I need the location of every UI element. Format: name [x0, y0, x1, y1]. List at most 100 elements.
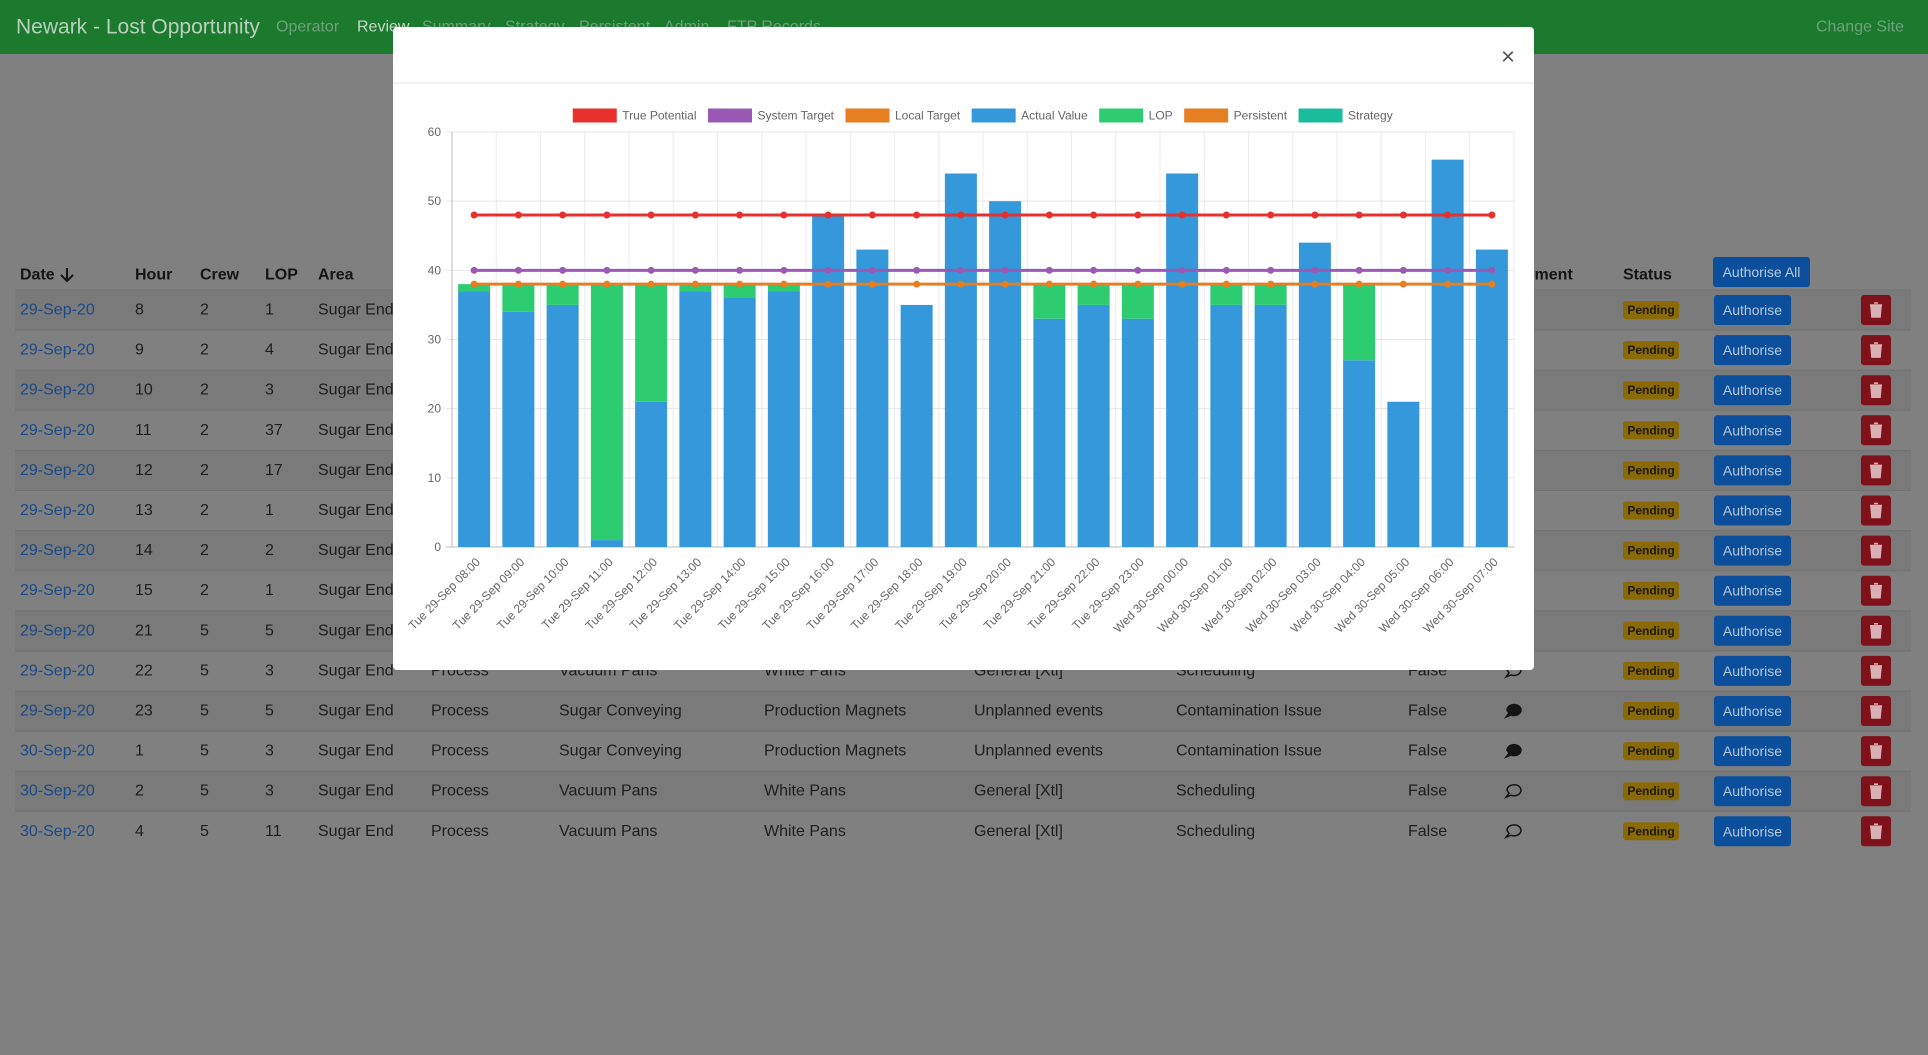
y-tick-label: 0: [434, 540, 441, 554]
point: [1267, 266, 1275, 274]
authorise-label[interactable]: Authorise: [1723, 743, 1782, 759]
authorise-button[interactable]: [1714, 696, 1791, 726]
brand[interactable]: Newark - Lost Opportunity: [16, 16, 260, 39]
authorise-label[interactable]: Authorise: [1723, 623, 1782, 639]
point: [1222, 280, 1230, 288]
trash-icon: [1870, 462, 1882, 479]
date-link[interactable]: 29-Sep-20: [20, 662, 95, 679]
authorise-button[interactable]: [1714, 415, 1791, 446]
authorise-button[interactable]: [1714, 295, 1791, 325]
authorise-button[interactable]: [1714, 455, 1791, 486]
legend-label[interactable]: Strategy: [1348, 109, 1393, 123]
authorise-button[interactable]: [1714, 776, 1791, 807]
authorise-button[interactable]: [1714, 575, 1791, 606]
table-cell: General [Xtl]: [974, 783, 1063, 800]
table-cell: 2: [135, 783, 144, 800]
authorise-all-button[interactable]: [1713, 257, 1810, 287]
authorise-label[interactable]: Authorise: [1723, 663, 1782, 679]
point: [603, 280, 611, 288]
table-cell: Sugar End: [318, 783, 394, 800]
comment-bubble: [1503, 703, 1522, 719]
comment-icon[interactable]: [1503, 703, 1522, 719]
date-link[interactable]: 30-Sep-20: [20, 783, 95, 800]
table-cell: False: [1408, 703, 1447, 720]
authorise-button[interactable]: [1714, 535, 1791, 566]
date-link[interactable]: 30-Sep-20: [20, 823, 95, 840]
modal-close[interactable]: ×: [1501, 44, 1515, 71]
authorise-label[interactable]: Authorise: [1723, 543, 1782, 559]
authorise-button[interactable]: [1714, 655, 1791, 686]
delete-button[interactable]: [1861, 375, 1891, 406]
date-link[interactable]: 29-Sep-20: [20, 502, 95, 519]
delete-button[interactable]: [1861, 816, 1891, 847]
change-site[interactable]: Change Site: [1816, 19, 1904, 36]
authorise-label[interactable]: Authorise: [1723, 422, 1782, 438]
date-link[interactable]: 29-Sep-20: [20, 622, 95, 639]
authorise-button[interactable]: [1714, 335, 1791, 366]
comment-icon[interactable]: [1503, 783, 1522, 799]
table-cell: 2: [200, 462, 209, 479]
legend-label[interactable]: Local Target: [895, 109, 961, 123]
delete-button[interactable]: [1861, 415, 1891, 446]
table-cell: Production Magnets: [764, 743, 906, 760]
point: [603, 211, 611, 219]
delete-button[interactable]: [1861, 696, 1891, 726]
date-link[interactable]: 29-Sep-20: [20, 462, 95, 479]
legend-label[interactable]: Persistent: [1234, 109, 1288, 123]
table-cell: Sugar Conveying: [559, 703, 682, 720]
date-link[interactable]: 29-Sep-20: [20, 703, 95, 720]
date-link[interactable]: 29-Sep-20: [20, 542, 95, 559]
legend-swatch: [1099, 108, 1144, 123]
authorise-label[interactable]: Authorise: [1723, 302, 1782, 318]
authorise-label[interactable]: Authorise: [1723, 783, 1782, 799]
authorise-all-label[interactable]: Authorise All: [1723, 264, 1801, 280]
authorise-label[interactable]: Authorise: [1723, 462, 1782, 478]
delete-button[interactable]: [1861, 736, 1891, 767]
status-badge: [1623, 421, 1679, 440]
delete-button[interactable]: [1861, 455, 1891, 486]
point: [1045, 280, 1053, 288]
table-header: LOP: [265, 267, 298, 284]
delete-button[interactable]: [1861, 295, 1891, 325]
delete-button[interactable]: [1861, 535, 1891, 566]
legend-label[interactable]: True Potential: [622, 109, 696, 123]
date-link[interactable]: 29-Sep-20: [20, 422, 95, 439]
point: [824, 280, 832, 288]
authorise-button[interactable]: [1714, 816, 1791, 847]
delete-button[interactable]: [1861, 615, 1891, 646]
nav-link[interactable]: Operator: [276, 19, 340, 36]
date-link[interactable]: 29-Sep-20: [20, 302, 95, 319]
authorise-button[interactable]: [1714, 615, 1791, 646]
table-cell: 8: [135, 302, 144, 319]
delete-button[interactable]: [1861, 575, 1891, 606]
authorise-label[interactable]: Authorise: [1723, 382, 1782, 398]
point: [1222, 211, 1230, 219]
point: [470, 211, 478, 219]
authorise-label[interactable]: Authorise: [1723, 583, 1782, 599]
legend-label[interactable]: LOP: [1149, 109, 1173, 123]
authorise-label[interactable]: Authorise: [1723, 342, 1782, 358]
authorise-button[interactable]: [1714, 495, 1791, 526]
point: [868, 266, 876, 274]
authorise-label[interactable]: Authorise: [1723, 703, 1782, 719]
date-link[interactable]: 29-Sep-20: [20, 582, 95, 599]
comment-icon[interactable]: [1503, 824, 1522, 839]
date-link[interactable]: 29-Sep-20: [20, 382, 95, 399]
legend-label[interactable]: System Target: [758, 109, 835, 123]
delete-button[interactable]: [1861, 335, 1891, 366]
authorise-button[interactable]: [1714, 736, 1791, 767]
point: [1444, 266, 1452, 274]
bar: [1298, 242, 1331, 547]
date-link[interactable]: 30-Sep-20: [20, 743, 95, 760]
delete-button[interactable]: [1861, 776, 1891, 807]
table-cell: Sugar End: [318, 382, 394, 399]
date-link[interactable]: 29-Sep-20: [20, 342, 95, 359]
authorise-button[interactable]: [1714, 375, 1791, 406]
delete-button[interactable]: [1861, 495, 1891, 526]
legend-label[interactable]: Actual Value: [1021, 109, 1088, 123]
authorise-label[interactable]: Authorise: [1723, 823, 1782, 839]
authorise-label[interactable]: Authorise: [1723, 503, 1782, 519]
comment-icon[interactable]: [1503, 743, 1522, 759]
delete-button[interactable]: [1861, 655, 1891, 686]
